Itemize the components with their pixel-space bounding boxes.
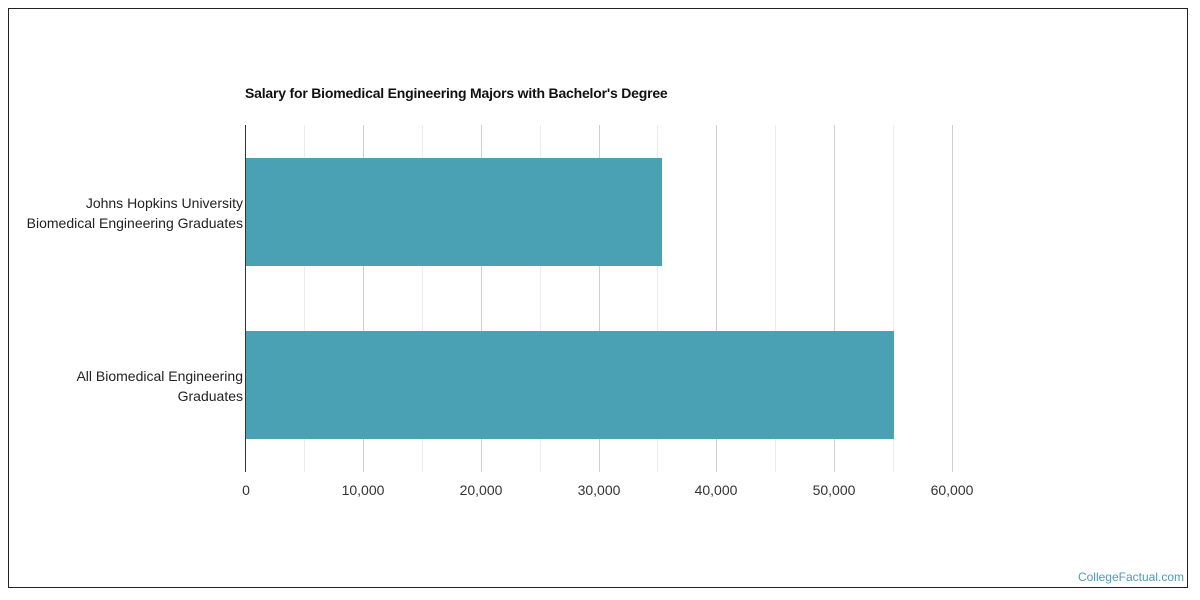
plot-area (245, 125, 953, 472)
x-tick-label: 30,000 (577, 482, 621, 498)
category-label: Johns Hopkins University Biomedical Engi… (26, 195, 243, 231)
x-tick-label: 10,000 (341, 482, 385, 498)
x-tick-label: 0 (242, 482, 250, 498)
gridline (716, 125, 717, 472)
gridline (304, 125, 305, 472)
gridline (657, 125, 658, 472)
gridline (481, 125, 482, 472)
bar-johns-hopkins[interactable] (245, 158, 663, 266)
gridline (952, 125, 953, 472)
category-label: All Biomedical Engineering Graduates (76, 368, 243, 404)
gridline (893, 125, 894, 472)
gridline (422, 125, 423, 472)
x-tick-label: 40,000 (694, 482, 738, 498)
chart-title: Salary for Biomedical Engineering Majors… (245, 85, 668, 101)
x-tick-label: 50,000 (812, 482, 856, 498)
gridline (363, 125, 364, 472)
source-credit-link[interactable]: CollegeFactual.com (1077, 570, 1184, 584)
x-tick-label: 20,000 (459, 482, 503, 498)
gridline (775, 125, 776, 472)
chart-frame (8, 8, 1188, 588)
x-tick-label: 60,000 (930, 482, 974, 498)
bar-all-graduates[interactable] (245, 331, 895, 439)
gridline (599, 125, 600, 472)
gridline (834, 125, 835, 472)
gridline (540, 125, 541, 472)
y-axis-line (245, 125, 246, 472)
